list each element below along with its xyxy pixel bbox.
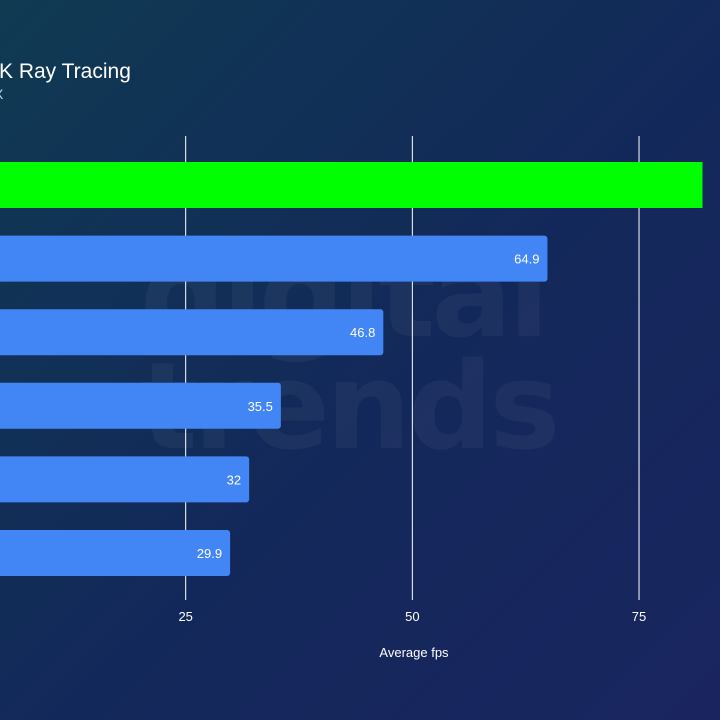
bar-value-label: 32 (227, 472, 241, 487)
bars (0, 162, 703, 576)
gridlines (185, 136, 640, 600)
x-tick-label: 75 (632, 609, 646, 624)
bar-value-label: 46.8 (350, 325, 375, 340)
bar-highlighted (0, 162, 703, 208)
bar (0, 309, 384, 356)
bar-value-label: 64.9 (514, 252, 539, 267)
bar (0, 456, 250, 503)
bar-value-label: 29.9 (197, 546, 222, 561)
bar (0, 382, 281, 429)
chart-title: -K Ray Tracing (0, 60, 131, 83)
x-axis-title: Average fps (379, 645, 449, 660)
bar-value-label: 35.5 (248, 399, 273, 414)
bar-value-labels: 64.9 46.8 35.5 32 29.9 (197, 252, 540, 561)
bar (0, 530, 231, 576)
x-axis-ticks: 25 50 75 (178, 609, 646, 624)
bar (0, 235, 548, 282)
chart-subtitle: X (0, 86, 3, 102)
x-tick-label: 50 (405, 609, 419, 624)
x-tick-label: 25 (178, 609, 192, 624)
